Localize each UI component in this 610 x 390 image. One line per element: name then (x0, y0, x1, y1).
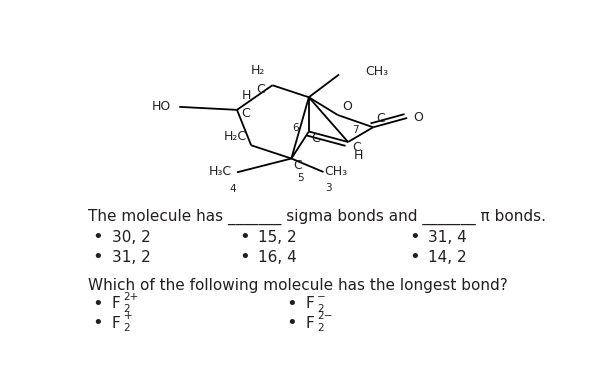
Text: F: F (112, 296, 120, 311)
Text: •: • (409, 248, 420, 266)
Text: −: − (317, 292, 326, 302)
Text: 6: 6 (292, 124, 298, 133)
Text: C: C (257, 83, 265, 96)
Text: C: C (294, 160, 303, 172)
Text: 5: 5 (297, 173, 304, 183)
Text: C: C (242, 108, 251, 121)
Text: 30, 2: 30, 2 (112, 230, 151, 245)
Text: H₂C: H₂C (223, 130, 246, 143)
Text: 31, 2: 31, 2 (112, 250, 151, 264)
Text: 7: 7 (352, 125, 359, 135)
Text: Which of the following molecule has the longest bond?: Which of the following molecule has the … (88, 278, 508, 293)
Text: 2−: 2− (317, 312, 332, 321)
Text: 31, 4: 31, 4 (428, 230, 467, 245)
Text: 2: 2 (123, 304, 130, 314)
Text: •: • (93, 229, 103, 246)
Text: CH₃: CH₃ (365, 65, 388, 78)
Text: 2: 2 (317, 304, 324, 314)
Text: 16, 4: 16, 4 (258, 250, 297, 264)
Text: 15, 2: 15, 2 (258, 230, 297, 245)
Text: H: H (242, 89, 251, 102)
Text: F: F (112, 316, 120, 331)
Text: The molecule has _______ sigma bonds and _______ π bonds.: The molecule has _______ sigma bonds and… (88, 208, 546, 225)
Text: F: F (306, 296, 314, 311)
Text: 3: 3 (325, 183, 332, 193)
Text: HO: HO (151, 100, 171, 113)
Text: •: • (93, 294, 103, 312)
Text: 2: 2 (123, 323, 130, 333)
Text: H₂: H₂ (251, 64, 265, 77)
Text: 2: 2 (317, 323, 324, 333)
Text: •: • (286, 314, 297, 332)
Text: +: + (123, 312, 132, 321)
Text: 4: 4 (230, 184, 237, 194)
Text: O: O (342, 100, 353, 113)
Text: •: • (409, 229, 420, 246)
Text: 2+: 2+ (123, 292, 139, 302)
Text: C: C (352, 141, 361, 154)
Text: H: H (354, 149, 363, 161)
Text: CH₃: CH₃ (325, 165, 348, 177)
Text: •: • (93, 314, 103, 332)
Text: H₃C: H₃C (209, 165, 232, 178)
Text: •: • (239, 229, 249, 246)
Text: C: C (376, 112, 385, 125)
Text: •: • (239, 248, 249, 266)
Text: O: O (413, 111, 423, 124)
Text: •: • (286, 294, 297, 312)
Text: 14, 2: 14, 2 (428, 250, 467, 264)
Text: •: • (93, 248, 103, 266)
Text: C: C (311, 132, 320, 145)
Text: F: F (306, 316, 314, 331)
